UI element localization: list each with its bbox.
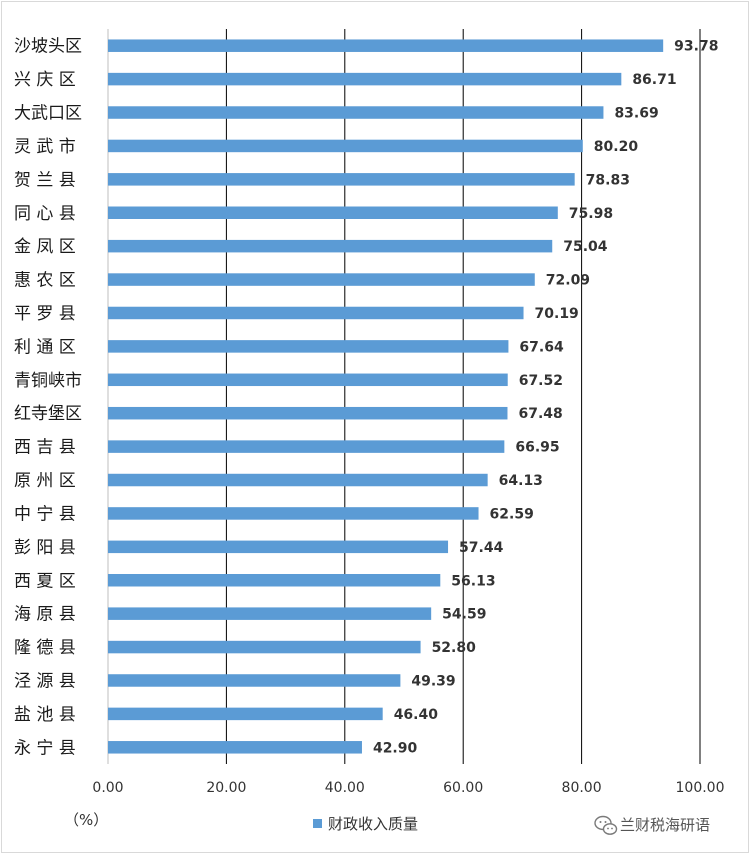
bar [108,273,535,286]
bar [108,574,441,587]
bar [108,106,604,119]
x-tick-label: 80.00 [562,780,602,796]
data-label: 52.80 [432,640,477,656]
data-label: 86.71 [632,72,676,88]
tick-layer: 0.00 20.00 40.00 60.00 80.00 100.00 [92,780,724,796]
category-label: 永 宁 县 [14,738,76,758]
category-label: 平 罗 县 [14,304,76,324]
bar [108,440,505,453]
bar [108,406,508,420]
wechat-icon [594,815,618,835]
bar [108,340,509,353]
category-label: 兴 庆 区 [14,70,76,90]
data-label: 64.13 [499,473,543,489]
bar [108,640,421,654]
bar [108,72,622,86]
legend: 财政收入质量 [313,815,418,833]
bar [108,507,479,520]
bar [108,373,508,387]
category-label: 彭 阳 县 [14,538,76,558]
category-label: 原 州 区 [14,471,76,491]
x-tick-label: 60.00 [443,780,483,796]
data-label: 54.59 [442,607,486,623]
watermark: 兰财税海研语 [594,815,710,835]
data-label: 57.44 [459,540,504,556]
bar [108,173,575,186]
bar [108,607,432,620]
data-label: 67.52 [519,373,563,389]
data-label: 42.90 [373,740,418,756]
bar [108,139,583,153]
category-label: 灵 武 市 [14,137,76,157]
x-tick-label: 100.00 [676,780,725,796]
category-label: 贺 兰 县 [14,170,76,190]
data-label: 66.95 [515,440,559,456]
bar [108,306,524,320]
category-label: 大武口区 [14,104,82,124]
bar [108,473,488,487]
data-label: 67.48 [518,406,562,422]
category-label: 沙坡头区 [14,37,82,57]
legend-swatch [313,819,322,828]
data-label: 83.69 [614,106,658,122]
category-label: 同 心 县 [14,204,76,224]
data-label: 75.98 [569,206,613,222]
category-label: 利 通 区 [14,337,76,357]
data-label: 56.13 [451,573,495,589]
x-tick-label: 0.00 [92,780,123,796]
x-tick-label: 20.00 [206,780,246,796]
category-label: 盐 池 县 [14,705,76,725]
data-label: 75.04 [563,239,608,255]
category-label: 隆 德 县 [14,638,76,658]
data-label: 46.40 [394,707,439,723]
bar [108,206,558,219]
category-label: 金 凤 区 [14,237,76,257]
bar [108,540,449,554]
data-label: 72.09 [546,273,590,289]
category-label: 中 宁 县 [14,504,76,524]
bar [108,39,664,52]
bar-layer [108,39,664,754]
category-label: 海 原 县 [14,605,76,625]
data-label: 70.19 [535,306,579,322]
x-tick-label: 40.00 [325,780,365,796]
category-label: 西 夏 区 [14,571,76,591]
category-label: 惠 农 区 [14,271,76,291]
category-label: 泾 源 县 [14,671,76,691]
data-label: 67.64 [519,339,564,355]
category-label: 红寺堡区 [14,404,82,424]
data-label: 93.78 [674,39,718,55]
legend-label: 财政收入质量 [328,815,418,833]
category-label: 西 吉 县 [14,438,76,458]
category-label: 青铜峡市 [14,371,82,391]
bar [108,239,553,253]
data-label: 62.59 [490,506,534,522]
bar [108,741,362,754]
label-layer: 93.78 沙坡头区 86.71 兴 庆 区 83.69 大武口区 80.20 灵 武 市 78… [14,37,718,759]
bar [108,674,401,687]
watermark-text: 兰财税海研语 [620,816,710,834]
bar [108,707,383,721]
data-label: 78.83 [586,172,630,188]
unit-label: （%） [64,811,108,829]
data-label: 80.20 [594,139,639,155]
data-label: 49.39 [411,673,455,689]
